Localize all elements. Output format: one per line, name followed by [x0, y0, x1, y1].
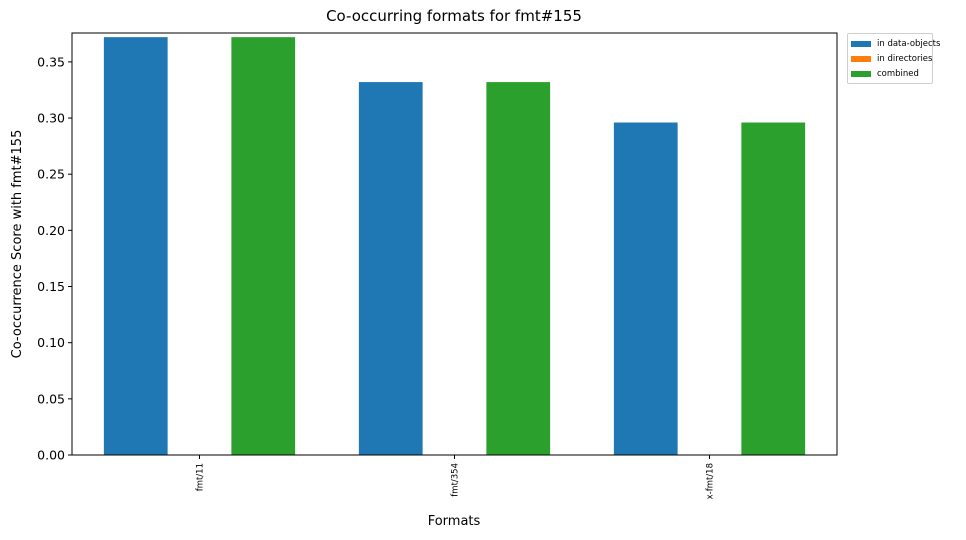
- legend-label: in directories: [877, 53, 933, 64]
- bar: [613, 122, 678, 455]
- legend: in data-objects in directories combined: [847, 33, 940, 84]
- legend-item-data-objects: in data-objects: [851, 36, 940, 51]
- x-tick-label: fmt/11: [196, 463, 206, 491]
- legend-item-directories: in directories: [851, 51, 933, 66]
- y-axis: 0.00 0.05 0.10 0.15 0.20 0.25 0.30 0.35: [37, 54, 72, 463]
- legend-swatch: [851, 70, 871, 77]
- chart-title: Co-occurring formats for fmt#155: [326, 7, 582, 25]
- legend-label: combined: [877, 68, 919, 79]
- y-tick-label: 0.15: [37, 279, 65, 294]
- plot-frame: [71, 32, 838, 456]
- y-tick-label: 0.05: [37, 391, 65, 406]
- x-tick-label: fmt/354: [451, 463, 461, 497]
- x-axis: fmt/11 fmt/354 x-fmt/18: [196, 455, 716, 499]
- y-tick-label: 0.35: [37, 54, 65, 69]
- y-tick-label: 0.20: [37, 223, 65, 238]
- legend-swatch: [851, 40, 871, 47]
- x-tick-label: x-fmt/18: [706, 463, 716, 499]
- y-tick-label: 0.30: [37, 111, 65, 126]
- y-tick-label: 0.00: [37, 448, 65, 463]
- bars-group: [103, 37, 806, 455]
- bar: [358, 82, 423, 455]
- bar: [103, 37, 168, 455]
- x-axis-label: Formats: [428, 514, 481, 529]
- y-tick-label: 0.25: [37, 167, 65, 182]
- legend-label: in data-objects: [877, 38, 941, 49]
- bar: [741, 122, 806, 455]
- y-axis-label: Co-occurrence Score with fmt#155: [10, 130, 25, 359]
- legend-swatch: [851, 55, 871, 62]
- y-tick-label: 0.10: [37, 335, 65, 350]
- bar: [486, 82, 551, 455]
- legend-item-combined: combined: [851, 66, 929, 81]
- bar: [231, 37, 296, 455]
